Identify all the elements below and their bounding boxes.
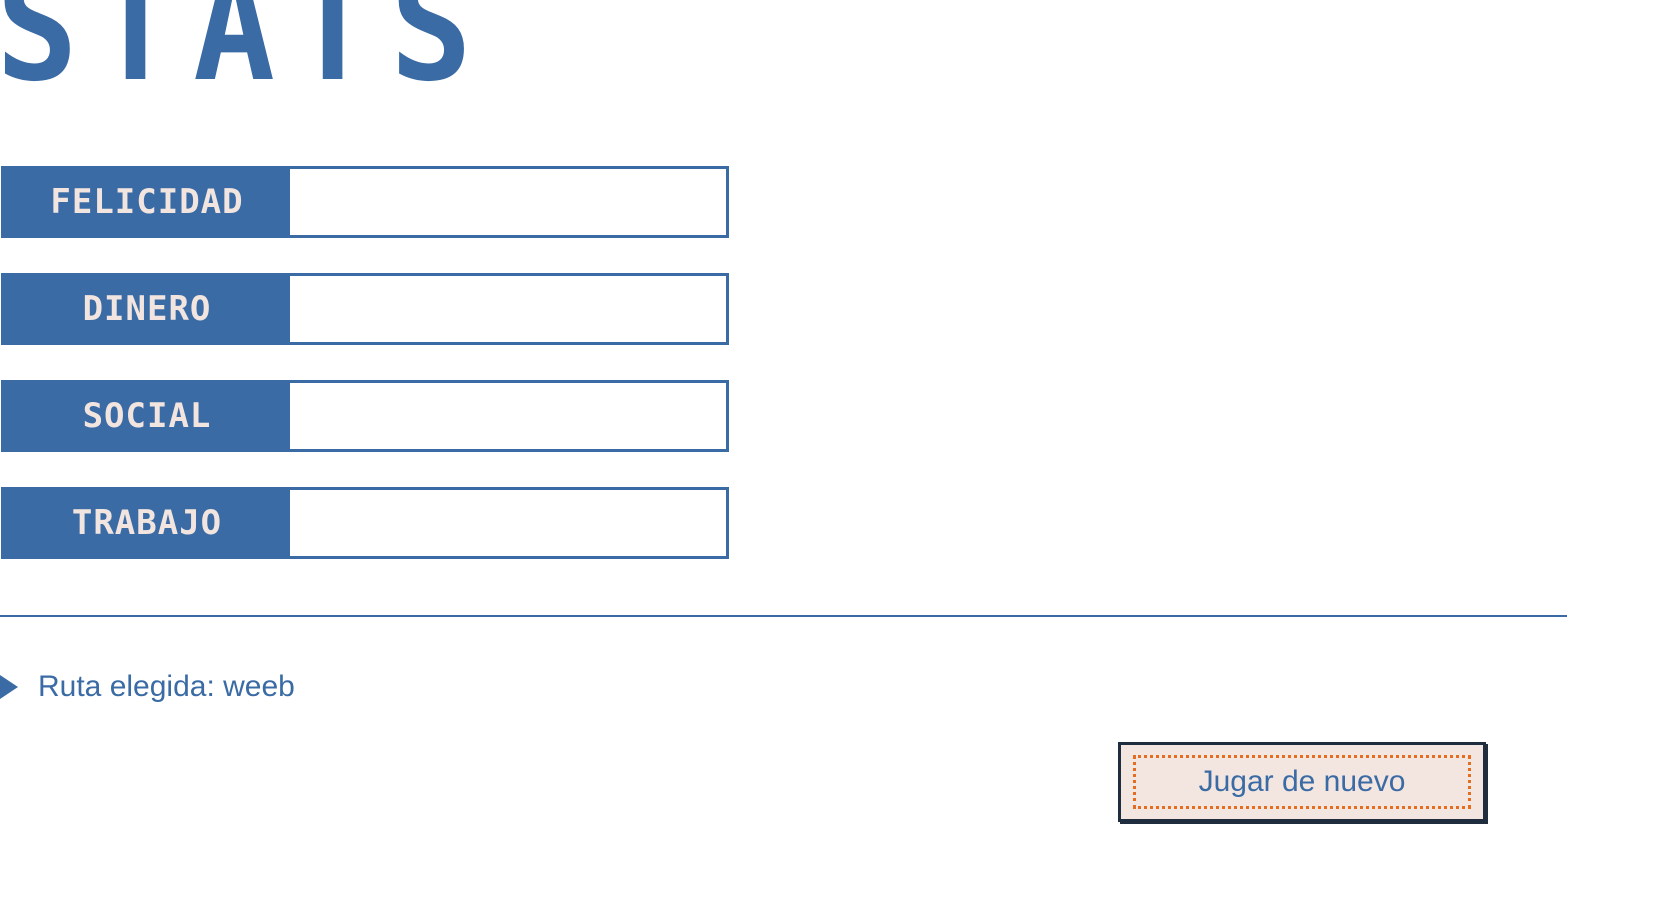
stat-label-social: SOCIAL — [4, 383, 290, 449]
stat-row-trabajo: TRABAJO — [1, 487, 729, 559]
route-line: Ruta elegida: weeb — [0, 670, 295, 704]
play-again-button[interactable]: Jugar de nuevo — [1118, 742, 1486, 822]
stat-bar-social — [290, 383, 726, 449]
stat-row-dinero: DINERO — [1, 273, 729, 345]
stat-bar-trabajo — [290, 490, 726, 556]
stat-bar-felicidad — [290, 169, 726, 235]
divider — [0, 615, 1567, 617]
stat-label-trabajo: TRABAJO — [4, 490, 290, 556]
stat-bar-dinero — [290, 276, 726, 342]
stat-row-felicidad: FELICIDAD — [1, 166, 729, 238]
stat-label-dinero: DINERO — [4, 276, 290, 342]
stat-row-social: SOCIAL — [1, 380, 729, 452]
route-text: Ruta elegida: weeb — [38, 670, 295, 703]
play-again-label: Jugar de nuevo — [1198, 765, 1406, 798]
page-title: STATS — [0, 0, 489, 114]
stat-label-felicidad: FELICIDAD — [4, 169, 290, 235]
triangle-bullet-icon — [0, 675, 18, 699]
